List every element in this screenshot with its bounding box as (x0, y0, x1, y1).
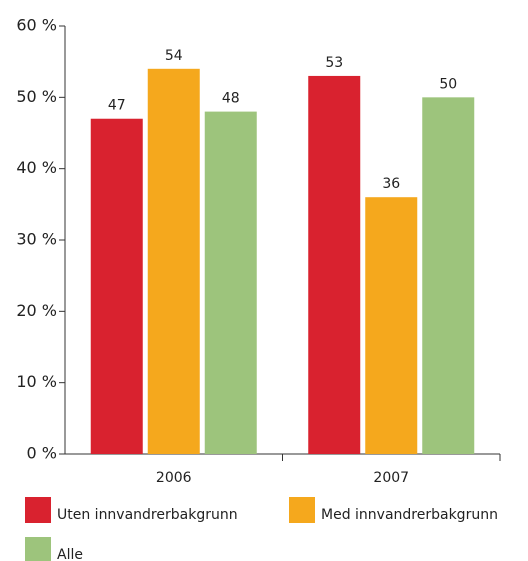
y-tick-label: 0 % (27, 444, 57, 463)
legend-swatch (289, 497, 315, 523)
legend-label: Med innvandrerbakgrunn (321, 507, 498, 523)
y-tick-label: 10 % (16, 372, 57, 391)
y-tick-label: 60 % (16, 16, 57, 35)
value-label: 54 (165, 48, 183, 64)
x-tick-label: 2007 (373, 470, 409, 486)
value-label: 53 (325, 55, 343, 71)
bar (147, 68, 200, 455)
bar (365, 197, 418, 454)
value-label: 47 (108, 98, 126, 114)
bar (204, 111, 257, 454)
y-tick-label: 30 % (16, 230, 57, 249)
legend-label: Alle (57, 547, 83, 561)
value-label: 50 (439, 76, 457, 92)
legend-swatch (25, 497, 51, 523)
legend-swatch (25, 537, 51, 561)
bar (308, 75, 361, 454)
bar (90, 118, 143, 454)
y-tick-label: 20 % (16, 301, 57, 320)
y-tick-label: 50 % (16, 87, 57, 106)
x-tick-label: 2006 (156, 470, 192, 486)
value-label: 36 (382, 176, 400, 192)
value-label: 48 (222, 91, 240, 107)
y-tick-label: 40 % (16, 158, 57, 177)
bar (422, 97, 475, 454)
legend-label: Uten innvandrerbakgrunn (57, 507, 238, 523)
